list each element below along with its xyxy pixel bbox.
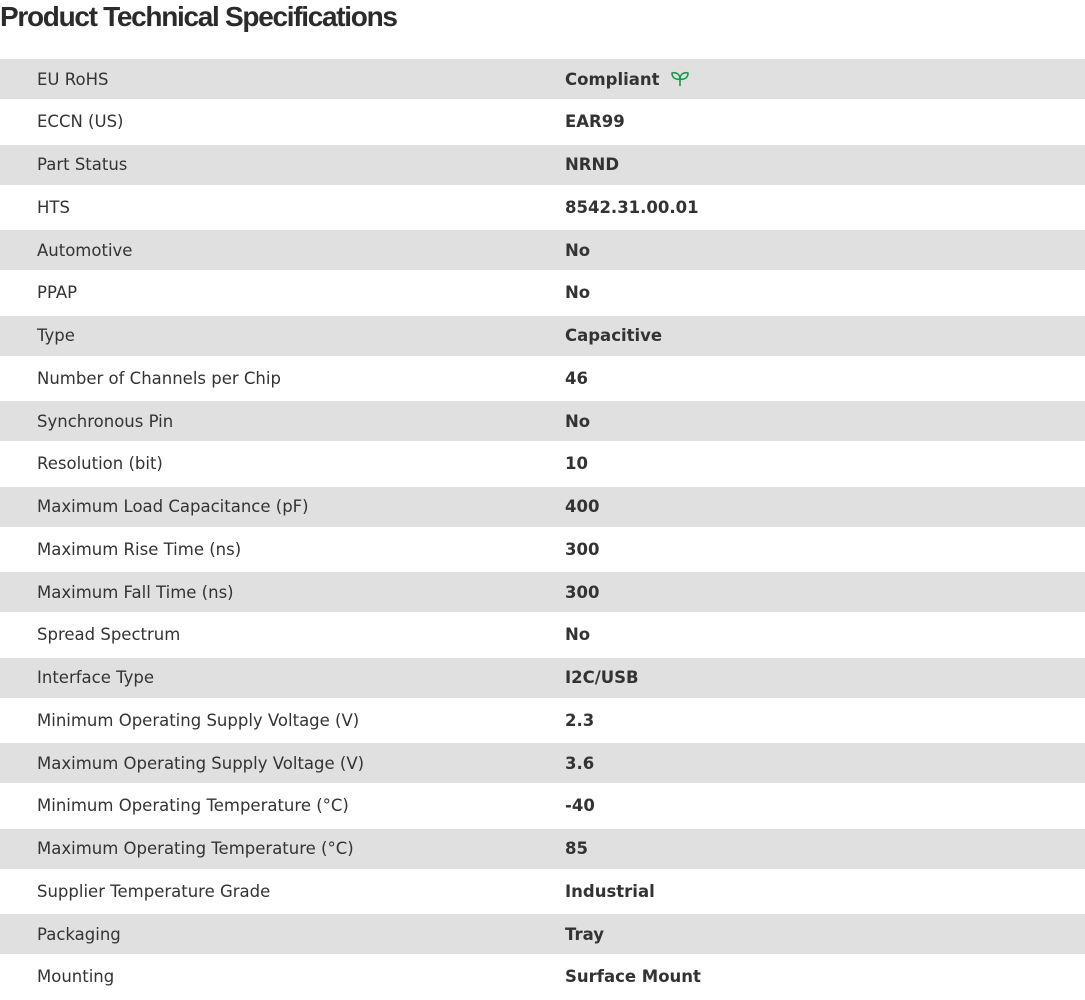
spec-label: Mounting [37,967,115,987]
spec-label: Interface Type [37,668,155,687]
spec-value-text: No [565,283,591,303]
spec-label: Part Status [37,155,128,174]
spec-value-text: 85 [565,839,588,858]
spec-row: Automotive No [0,230,1085,270]
spec-row: Packaging Tray [0,914,1085,954]
spec-label: Maximum Operating Temperature (°C) [37,839,354,858]
spec-value-text: No [565,240,591,260]
spec-row: Type Capacitive [0,315,1085,356]
spec-value: I2C/USB [565,668,639,687]
spec-label: Resolution (bit) [37,454,163,474]
spec-value: NRND [565,155,619,174]
spec-label: Spread Spectrum [37,625,181,645]
spec-value-text: 46 [565,368,588,388]
spec-label: Maximum Rise Time (ns) [37,539,242,559]
spec-value-text: 10 [565,454,588,474]
leaf-icon [670,70,690,88]
spec-value-text: No [565,625,591,645]
spec-value: 300 [565,583,599,602]
spec-value: Tray [565,925,604,944]
spec-value: 400 [565,497,599,516]
spec-row: Maximum Fall Time (ns) 300 [0,572,1085,612]
spec-label: Maximum Fall Time (ns) [37,582,234,602]
spec-value: Surface Mount [565,967,701,986]
spec-value-text: Capacitive [565,326,663,345]
spec-row: Interface Type I2C/USB [0,657,1085,698]
spec-value-text: Surface Mount [565,967,701,987]
spec-label: ECCN (US) [37,112,124,132]
spec-label: Type [37,326,75,345]
spec-row: HTS 8542.31.00.01 [0,184,1085,230]
spec-value: 85 [565,839,588,858]
spec-row: Maximum Load Capacitance (pF) 400 [0,486,1085,527]
spec-value: 3.6 [565,754,594,773]
spec-value: Compliant [565,70,690,89]
spec-label: Maximum Load Capacitance (pF) [37,497,309,516]
spec-value: EAR99 [565,112,625,131]
spec-value: No [565,241,590,260]
spec-table: EU RoHS Compliant ECCN (US) EAR99 Part Statu… [0,59,1085,1000]
spec-label: Supplier Temperature Grade [37,881,271,901]
spec-row: PPAP No [0,270,1085,316]
spec-label: Minimum Operating Supply Voltage (V) [37,710,360,730]
spec-value: No [565,283,590,302]
spec-value-text: Industrial [565,881,655,901]
spec-row: Number of Channels per Chip 46 [0,355,1085,401]
spec-row: Resolution (bit) 10 [0,441,1085,487]
spec-value-text: 300 [565,539,600,559]
spec-value-text: Compliant [565,69,660,89]
spec-row: Maximum Operating Supply Voltage (V) 3.6 [0,743,1085,783]
spec-value-text: 8542.31.00.01 [565,197,699,217]
spec-label: HTS [37,197,70,217]
spec-row: Maximum Operating Temperature (°C) 85 [0,828,1085,869]
spec-value: 300 [565,540,599,559]
spec-value: No [565,625,590,644]
spec-value-text: I2C/USB [565,668,639,687]
spec-value: 46 [565,369,588,388]
spec-value-text: EAR99 [565,112,625,132]
spec-row: Mounting Surface Mount [0,954,1085,1000]
spec-label: Automotive [37,240,133,260]
spec-value-text: 400 [565,497,600,516]
spec-label: PPAP [37,283,78,303]
spec-value: Capacitive [565,326,662,345]
spec-row: Maximum Rise Time (ns) 300 [0,526,1085,572]
spec-row: Supplier Temperature Grade Industrial [0,868,1085,914]
page-title: Product Technical Specifications [0,1,398,32]
spec-label: Minimum Operating Temperature (°C) [37,796,349,816]
spec-value-text: 3.6 [565,753,595,773]
spec-value-text: -40 [565,796,595,816]
spec-value-text: No [565,411,591,431]
spec-value-text: Tray [565,924,604,944]
spec-label: Packaging [37,924,121,944]
spec-value: Industrial [565,882,655,901]
spec-value-text: NRND [565,155,620,174]
spec-value: 10 [565,454,588,473]
spec-label: Number of Channels per Chip [37,368,281,388]
spec-label: EU RoHS [37,69,109,89]
spec-row: Synchronous Pin No [0,401,1085,441]
spec-label: Synchronous Pin [37,411,174,431]
spec-row: EU RoHS Compliant [0,59,1085,99]
spec-value: -40 [565,796,595,815]
spec-row: Minimum Operating Temperature (°C) -40 [0,783,1085,829]
spec-row: Part Status NRND [0,144,1085,185]
spec-row: Spread Spectrum No [0,612,1085,658]
spec-value-text: 2.3 [565,710,595,730]
spec-value: 8542.31.00.01 [565,198,699,217]
spec-row: ECCN (US) EAR99 [0,99,1085,145]
spec-value-text: 300 [565,582,600,602]
spec-value: 2.3 [565,711,594,730]
spec-row: Minimum Operating Supply Voltage (V) 2.3 [0,697,1085,743]
spec-value: No [565,412,590,431]
spec-label: Maximum Operating Supply Voltage (V) [37,753,365,773]
